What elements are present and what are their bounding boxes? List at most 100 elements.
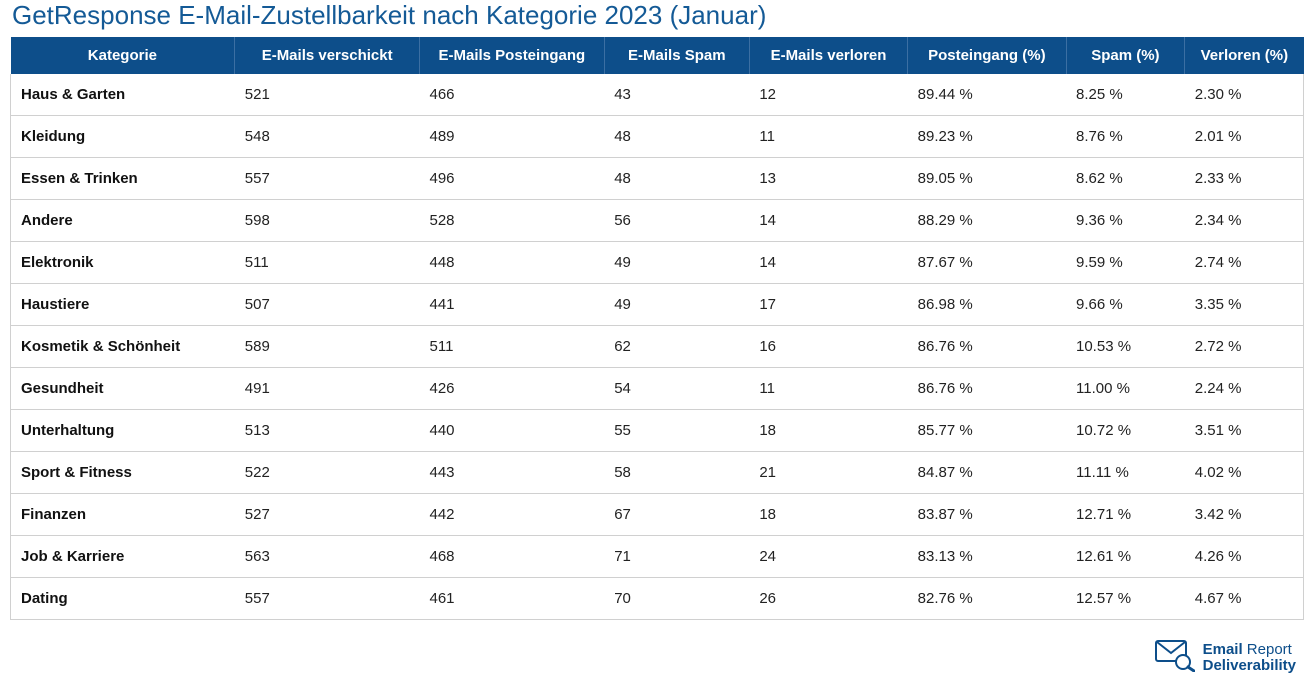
cell-category: Elektronik	[11, 242, 235, 284]
cell-value: 12.57 %	[1066, 578, 1185, 620]
cell-value: 521	[235, 74, 420, 116]
table-row: Kosmetik & Schönheit589511621686.76 %10.…	[11, 326, 1304, 368]
cell-value: 71	[604, 536, 749, 578]
cell-value: 491	[235, 368, 420, 410]
cell-value: 2.72 %	[1185, 326, 1304, 368]
cell-value: 426	[420, 368, 605, 410]
cell-value: 10.72 %	[1066, 410, 1185, 452]
table-body: Haus & Garten521466431289.44 %8.25 %2.30…	[11, 74, 1304, 620]
cell-value: 3.42 %	[1185, 494, 1304, 536]
cell-value: 511	[235, 242, 420, 284]
col-header-inbox-pct: Posteingang (%)	[908, 37, 1066, 74]
cell-value: 522	[235, 452, 420, 494]
logo-word-deliverability: Deliverability	[1203, 658, 1296, 674]
cell-value: 24	[749, 536, 907, 578]
cell-value: 10.53 %	[1066, 326, 1185, 368]
cell-value: 18	[749, 494, 907, 536]
cell-value: 9.59 %	[1066, 242, 1185, 284]
cell-value: 563	[235, 536, 420, 578]
col-header-spam: E-Mails Spam	[604, 37, 749, 74]
cell-value: 84.87 %	[908, 452, 1066, 494]
cell-value: 14	[749, 242, 907, 284]
cell-value: 85.77 %	[908, 410, 1066, 452]
cell-value: 441	[420, 284, 605, 326]
table-row: Sport & Fitness522443582184.87 %11.11 %4…	[11, 452, 1304, 494]
cell-value: 62	[604, 326, 749, 368]
cell-value: 11	[749, 368, 907, 410]
cell-value: 18	[749, 410, 907, 452]
cell-category: Kosmetik & Schönheit	[11, 326, 235, 368]
cell-value: 466	[420, 74, 605, 116]
cell-value: 3.51 %	[1185, 410, 1304, 452]
cell-value: 12.71 %	[1066, 494, 1185, 536]
logo-word-email: Email	[1203, 641, 1243, 658]
cell-value: 3.35 %	[1185, 284, 1304, 326]
col-header-sent: E-Mails verschickt	[235, 37, 420, 74]
cell-value: 11.11 %	[1066, 452, 1185, 494]
cell-value: 2.74 %	[1185, 242, 1304, 284]
cell-value: 4.67 %	[1185, 578, 1304, 620]
cell-value: 48	[604, 158, 749, 200]
cell-value: 14	[749, 200, 907, 242]
cell-value: 83.87 %	[908, 494, 1066, 536]
cell-value: 58	[604, 452, 749, 494]
table-row: Andere598528561488.29 %9.36 %2.34 %	[11, 200, 1304, 242]
cell-value: 12	[749, 74, 907, 116]
cell-value: 557	[235, 578, 420, 620]
cell-value: 496	[420, 158, 605, 200]
cell-value: 8.25 %	[1066, 74, 1185, 116]
cell-value: 2.34 %	[1185, 200, 1304, 242]
cell-value: 87.67 %	[908, 242, 1066, 284]
cell-value: 468	[420, 536, 605, 578]
cell-category: Sport & Fitness	[11, 452, 235, 494]
col-header-lost-pct: Verloren (%)	[1185, 37, 1304, 74]
cell-value: 511	[420, 326, 605, 368]
cell-value: 67	[604, 494, 749, 536]
cell-value: 4.26 %	[1185, 536, 1304, 578]
cell-category: Job & Karriere	[11, 536, 235, 578]
cell-value: 89.05 %	[908, 158, 1066, 200]
cell-value: 442	[420, 494, 605, 536]
cell-value: 4.02 %	[1185, 452, 1304, 494]
table-header-row: Kategorie E-Mails verschickt E-Mails Pos…	[11, 37, 1304, 74]
cell-category: Haus & Garten	[11, 74, 235, 116]
cell-value: 86.76 %	[908, 326, 1066, 368]
cell-value: 82.76 %	[908, 578, 1066, 620]
cell-category: Andere	[11, 200, 235, 242]
cell-value: 2.24 %	[1185, 368, 1304, 410]
cell-value: 16	[749, 326, 907, 368]
cell-value: 527	[235, 494, 420, 536]
cell-value: 56	[604, 200, 749, 242]
cell-value: 448	[420, 242, 605, 284]
cell-category: Dating	[11, 578, 235, 620]
cell-value: 9.66 %	[1066, 284, 1185, 326]
brand-logo: Email Report Deliverability	[1155, 638, 1296, 677]
cell-value: 2.30 %	[1185, 74, 1304, 116]
col-header-category: Kategorie	[11, 37, 235, 74]
cell-value: 461	[420, 578, 605, 620]
table-row: Dating557461702682.76 %12.57 %4.67 %	[11, 578, 1304, 620]
brand-logo-text: Email Report Deliverability	[1203, 642, 1296, 674]
table-row: Essen & Trinken557496481389.05 %8.62 %2.…	[11, 158, 1304, 200]
table-row: Unterhaltung513440551885.77 %10.72 %3.51…	[11, 410, 1304, 452]
deliverability-table: Kategorie E-Mails verschickt E-Mails Pos…	[10, 37, 1304, 620]
table-row: Finanzen527442671883.87 %12.71 %3.42 %	[11, 494, 1304, 536]
cell-value: 8.62 %	[1066, 158, 1185, 200]
table-row: Job & Karriere563468712483.13 %12.61 %4.…	[11, 536, 1304, 578]
cell-category: Gesundheit	[11, 368, 235, 410]
cell-category: Unterhaltung	[11, 410, 235, 452]
cell-value: 86.98 %	[908, 284, 1066, 326]
cell-category: Haustiere	[11, 284, 235, 326]
cell-value: 11	[749, 116, 907, 158]
cell-category: Finanzen	[11, 494, 235, 536]
cell-value: 440	[420, 410, 605, 452]
cell-category: Kleidung	[11, 116, 235, 158]
cell-value: 54	[604, 368, 749, 410]
cell-value: 17	[749, 284, 907, 326]
col-header-lost: E-Mails verloren	[749, 37, 907, 74]
page-title: GetResponse E-Mail-Zustellbarkeit nach K…	[10, 0, 1304, 37]
cell-value: 443	[420, 452, 605, 494]
envelope-magnify-icon	[1155, 638, 1195, 677]
cell-value: 12.61 %	[1066, 536, 1185, 578]
cell-value: 43	[604, 74, 749, 116]
